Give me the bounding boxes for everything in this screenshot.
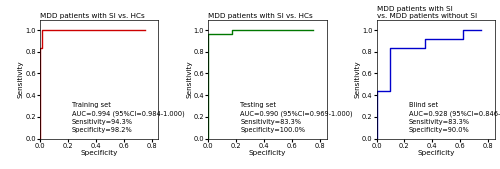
Text: Blind set
AUC=0.928 (95%CI=0.846-1.000)
Sensitivity=83.3%
Specificity=90.0%: Blind set AUC=0.928 (95%CI=0.846-1.000) … — [408, 102, 500, 133]
Text: MDD patients with SI vs. HCs: MDD patients with SI vs. HCs — [40, 13, 145, 19]
Text: MDD patients with SI
vs. MDD patients without SI: MDD patients with SI vs. MDD patients wi… — [376, 6, 476, 19]
Y-axis label: Sensitivity: Sensitivity — [18, 61, 24, 98]
X-axis label: Specificity: Specificity — [80, 150, 118, 156]
X-axis label: Specificity: Specificity — [417, 150, 455, 156]
Text: Training set
AUC=0.994 (95%CI=0.984-1.000)
Sensitivity=94.3%
Specificity=98.2%: Training set AUC=0.994 (95%CI=0.984-1.00… — [72, 102, 184, 133]
Text: Testing set
AUC=0.990 (95%CI=0.969-1.000)
Sensitivity=83.3%
Specificity=100.0%: Testing set AUC=0.990 (95%CI=0.969-1.000… — [240, 102, 353, 133]
Text: MDD patients with SI vs. HCs: MDD patients with SI vs. HCs — [208, 13, 313, 19]
Y-axis label: Sensitivity: Sensitivity — [354, 61, 360, 98]
X-axis label: Specificity: Specificity — [249, 150, 286, 156]
Y-axis label: Sensitivity: Sensitivity — [186, 61, 192, 98]
